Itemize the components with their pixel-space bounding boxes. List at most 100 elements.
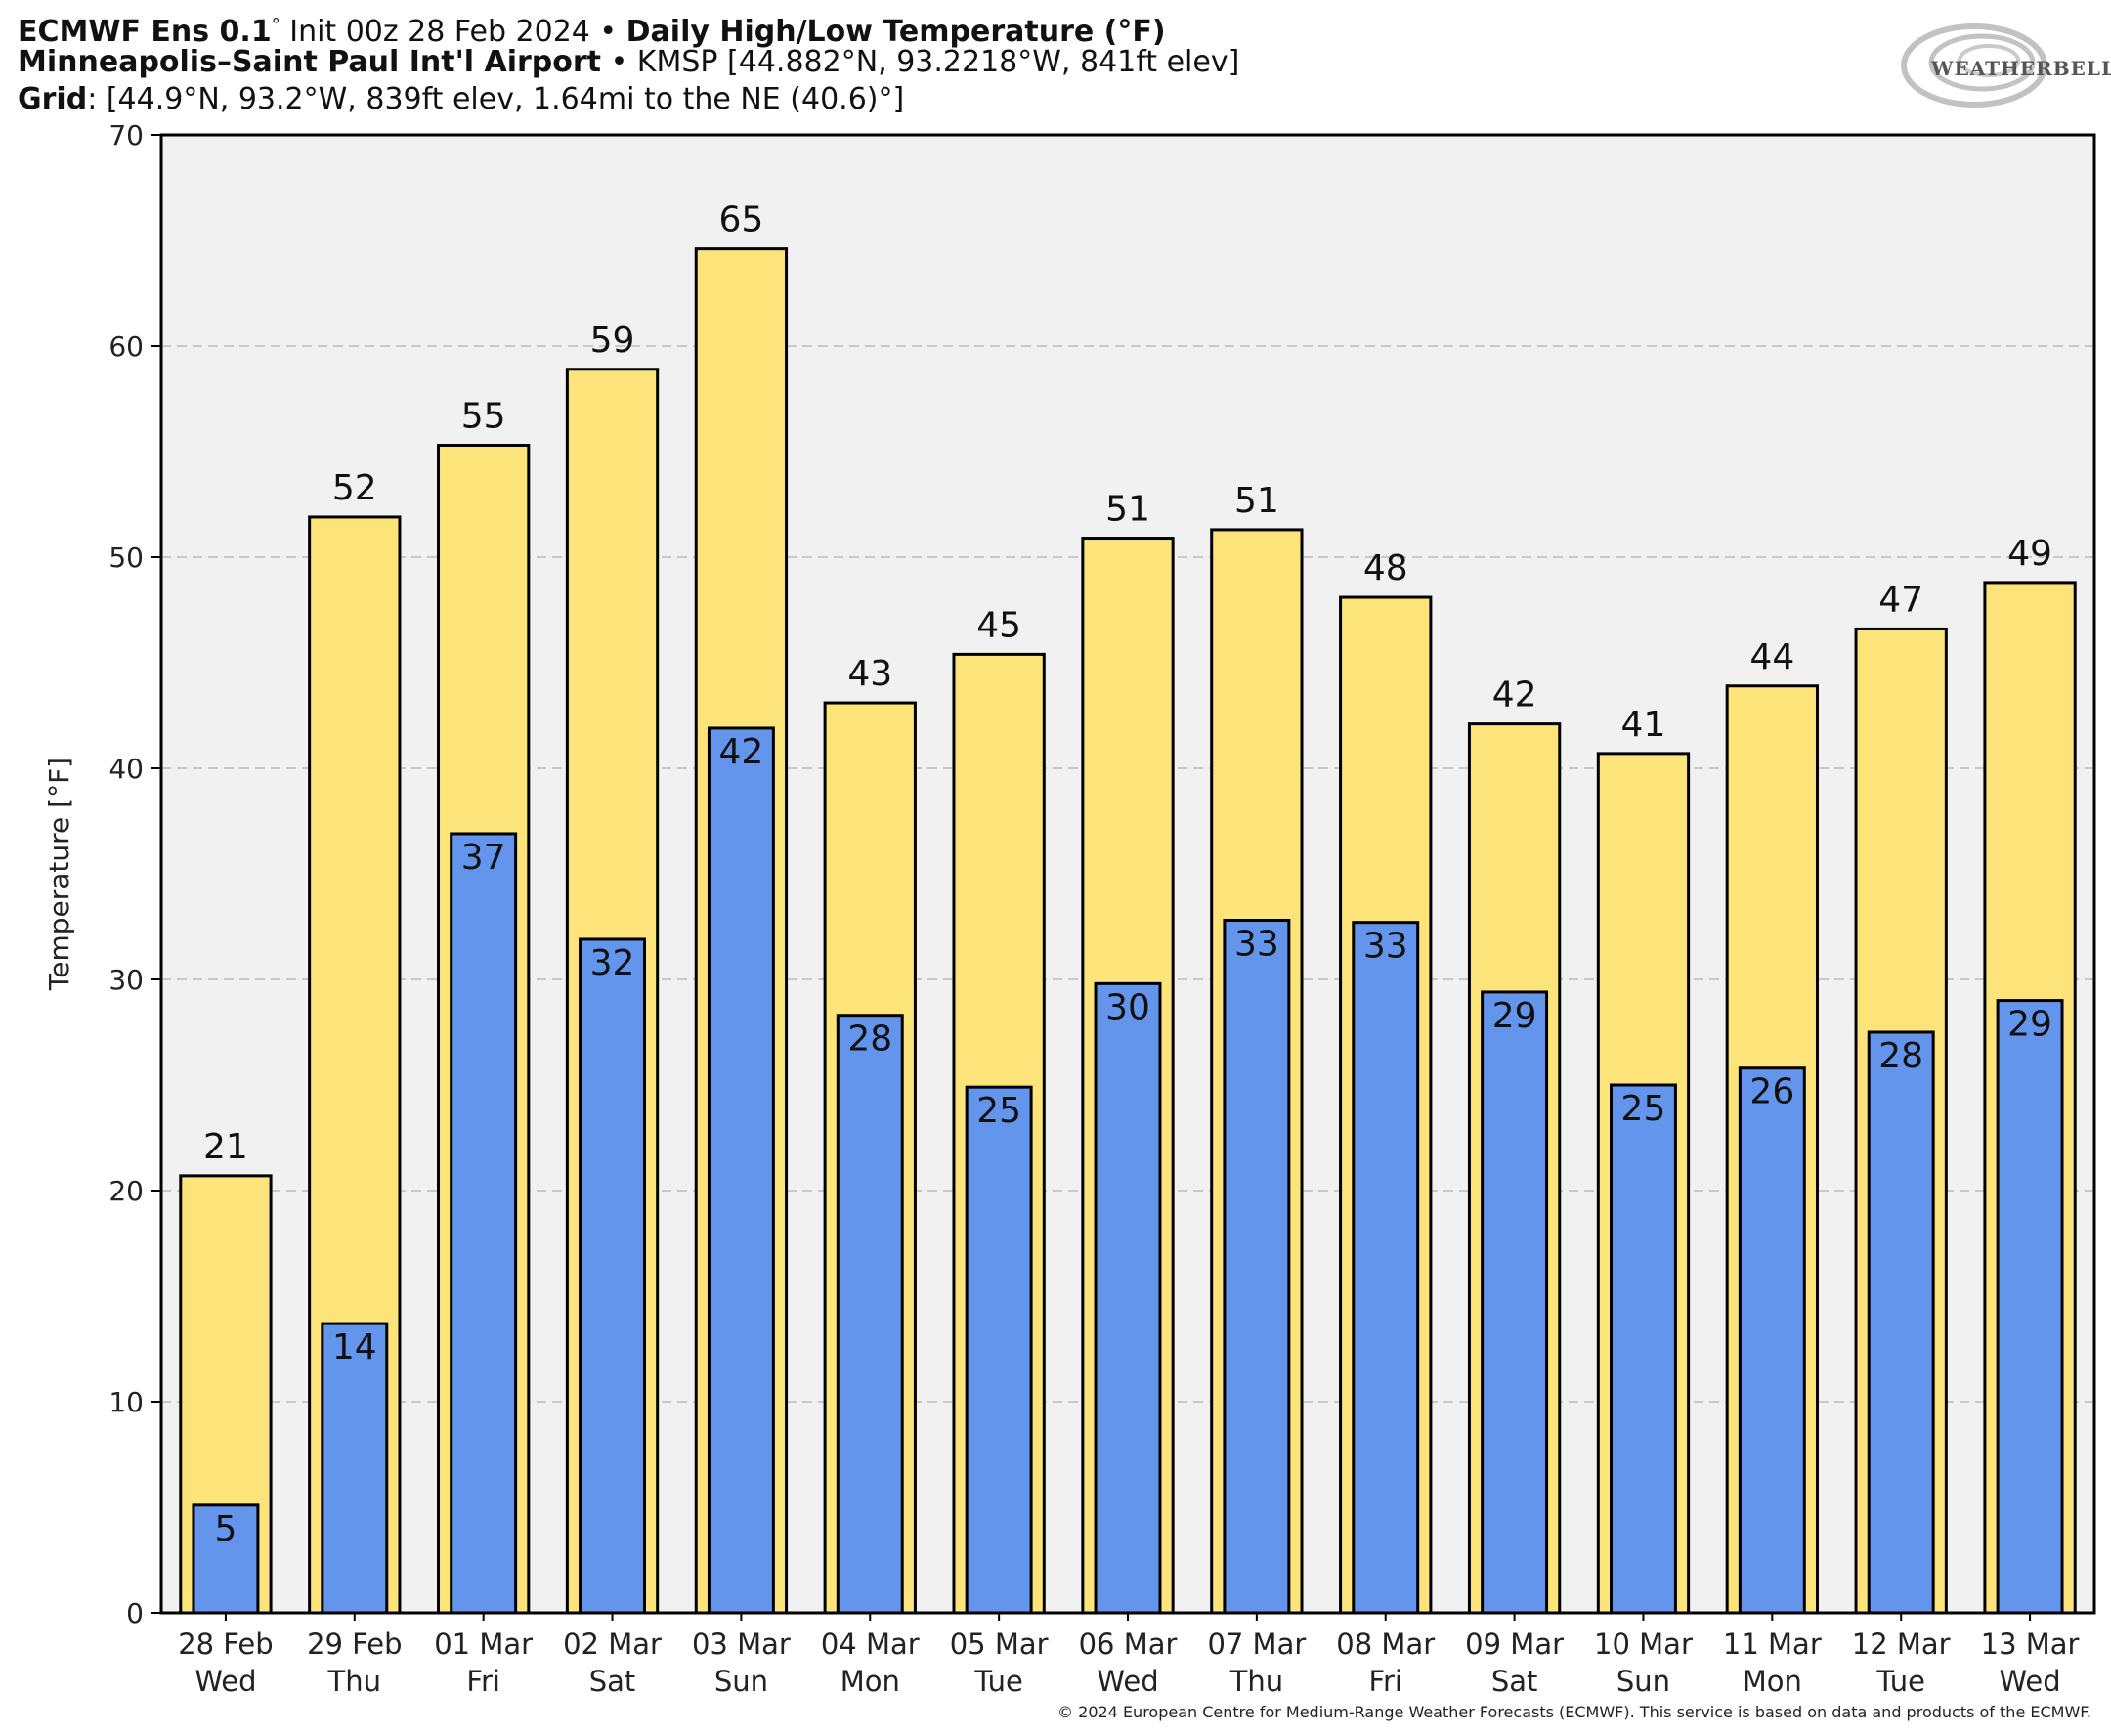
x-tick-label-day: Tue xyxy=(973,1665,1023,1698)
low-value-label: 29 xyxy=(2007,1005,2052,1045)
x-tick-label-day: Thu xyxy=(327,1665,381,1698)
high-value-label: 45 xyxy=(976,605,1021,645)
y-tick-label: 0 xyxy=(126,1597,144,1629)
y-tick-label: 10 xyxy=(108,1386,144,1418)
x-tick-label-day: Fri xyxy=(1368,1665,1402,1698)
x-tick-label-date: 28 Feb xyxy=(178,1628,273,1661)
x-tick-label-date: 09 Mar xyxy=(1465,1628,1564,1661)
x-tick-label-date: 04 Mar xyxy=(821,1628,920,1661)
high-value-label: 51 xyxy=(1234,481,1279,521)
low-bar xyxy=(1352,921,1420,1615)
low-bar xyxy=(1481,990,1549,1615)
x-tick-label-day: Sat xyxy=(1491,1665,1538,1698)
x-tick-label-date: 11 Mar xyxy=(1723,1628,1822,1661)
x-tick-label-date: 06 Mar xyxy=(1079,1628,1178,1661)
high-value-label: 59 xyxy=(590,321,635,361)
high-value-label: 65 xyxy=(718,200,763,240)
low-value-label: 26 xyxy=(1749,1072,1794,1112)
plot-frame xyxy=(159,133,2096,1615)
high-value-label: 42 xyxy=(1492,675,1537,716)
low-bar xyxy=(321,1322,389,1615)
low-bar xyxy=(1738,1066,1806,1615)
degree-mark: ° xyxy=(271,15,280,35)
logo-text: WEATHERBELL xyxy=(1931,57,2111,80)
high-value-label: 48 xyxy=(1363,548,1408,588)
x-tick-label-day: Wed xyxy=(194,1665,256,1698)
x-tick-label-date: 07 Mar xyxy=(1207,1628,1306,1661)
model-name: ECMWF Ens 0.1 xyxy=(18,15,272,49)
low-value-label: 30 xyxy=(1105,987,1150,1027)
low-bar xyxy=(1610,1083,1677,1615)
y-tick-label: 20 xyxy=(108,1175,144,1207)
grid-info: : [44.9°N, 93.2°W, 839ft elev, 1.64mi to… xyxy=(87,82,905,116)
y-tick-label: 60 xyxy=(108,330,144,363)
low-bar xyxy=(1867,1030,1935,1615)
low-value-label: 5 xyxy=(214,1509,237,1549)
x-tick-label-date: 05 Mar xyxy=(950,1628,1049,1661)
low-value-label: 25 xyxy=(1621,1089,1666,1129)
low-bar xyxy=(1996,999,2064,1615)
low-value-label: 14 xyxy=(332,1327,377,1367)
y-tick-label: 30 xyxy=(108,964,144,996)
y-tick-label: 40 xyxy=(108,753,144,785)
x-tick-label-date: 13 Mar xyxy=(1981,1628,2080,1661)
high-value-label: 51 xyxy=(1105,490,1150,530)
low-value-label: 29 xyxy=(1492,996,1537,1036)
low-bar xyxy=(192,1503,260,1615)
low-bar xyxy=(707,726,775,1615)
x-tick-label-date: 01 Mar xyxy=(434,1628,533,1661)
grid-label: Grid xyxy=(18,82,88,116)
x-tick-label-date: 29 Feb xyxy=(307,1628,402,1661)
low-value-label: 33 xyxy=(1363,927,1408,967)
x-tick-label-day: Sun xyxy=(714,1665,768,1698)
x-tick-label-day: Mon xyxy=(840,1665,900,1698)
x-tick-label-date: 08 Mar xyxy=(1336,1628,1435,1661)
x-tick-label-date: 10 Mar xyxy=(1594,1628,1693,1661)
low-bar xyxy=(1094,981,1162,1615)
x-tick-label-day: Fri xyxy=(466,1665,500,1698)
high-value-label: 21 xyxy=(203,1127,248,1167)
x-tick-label-day: Tue xyxy=(1875,1665,1925,1698)
low-bar xyxy=(450,832,518,1615)
init-info: Init 00z 28 Feb 2024 • xyxy=(280,15,626,49)
station-coords: • KMSP [44.882°N, 93.2218°W, 841ft elev] xyxy=(601,45,1240,79)
copyright-credit: © 2024 European Centre for Medium-Range … xyxy=(1057,1703,2091,1721)
y-tick-label: 50 xyxy=(108,542,144,574)
high-value-label: 49 xyxy=(2007,534,2052,574)
x-tick-label-day: Wed xyxy=(1097,1665,1158,1698)
low-value-label: 32 xyxy=(590,943,635,983)
chart-title: Daily High/Low Temperature (°F) xyxy=(625,15,1166,49)
low-value-label: 33 xyxy=(1234,925,1279,965)
low-bar xyxy=(836,1014,904,1615)
low-value-label: 25 xyxy=(976,1091,1021,1131)
low-value-label: 28 xyxy=(1878,1036,1923,1076)
x-tick-label-day: Sun xyxy=(1616,1665,1670,1698)
low-bar xyxy=(965,1085,1033,1615)
x-tick-label-date: 03 Mar xyxy=(692,1628,791,1661)
chart-title-line: ECMWF Ens 0.1° Init 00z 28 Feb 2024 • Da… xyxy=(18,8,1166,50)
x-tick-label-day: Wed xyxy=(1999,1665,2060,1698)
swirl-icon xyxy=(1901,23,2047,108)
y-tick-label: 70 xyxy=(108,119,144,152)
high-value-label: 55 xyxy=(461,397,506,437)
high-value-label: 44 xyxy=(1749,637,1794,677)
x-tick-label-day: Thu xyxy=(1229,1665,1283,1698)
high-value-label: 52 xyxy=(332,468,377,508)
low-bar xyxy=(579,937,646,1615)
low-value-label: 37 xyxy=(461,838,506,878)
high-value-label: 43 xyxy=(847,654,892,694)
station-line: Minneapolis–Saint Paul Int'l Airport • K… xyxy=(18,45,1239,80)
low-value-label: 28 xyxy=(847,1020,892,1060)
high-value-label: 41 xyxy=(1621,705,1666,745)
y-axis-label: Temperature [°F] xyxy=(43,758,75,991)
x-tick-label-date: 12 Mar xyxy=(1852,1628,1951,1661)
weatherbell-logo: WEATHERBELL xyxy=(1896,12,2111,119)
low-bar xyxy=(1223,919,1291,1615)
low-value-label: 42 xyxy=(718,732,763,772)
x-tick-label-day: Mon xyxy=(1743,1665,1802,1698)
station-name: Minneapolis–Saint Paul Int'l Airport xyxy=(18,45,602,79)
x-tick-label-date: 02 Mar xyxy=(563,1628,662,1661)
grid-line: Grid: [44.9°N, 93.2°W, 839ft elev, 1.64m… xyxy=(18,82,904,117)
x-tick-label-day: Sat xyxy=(589,1665,636,1698)
